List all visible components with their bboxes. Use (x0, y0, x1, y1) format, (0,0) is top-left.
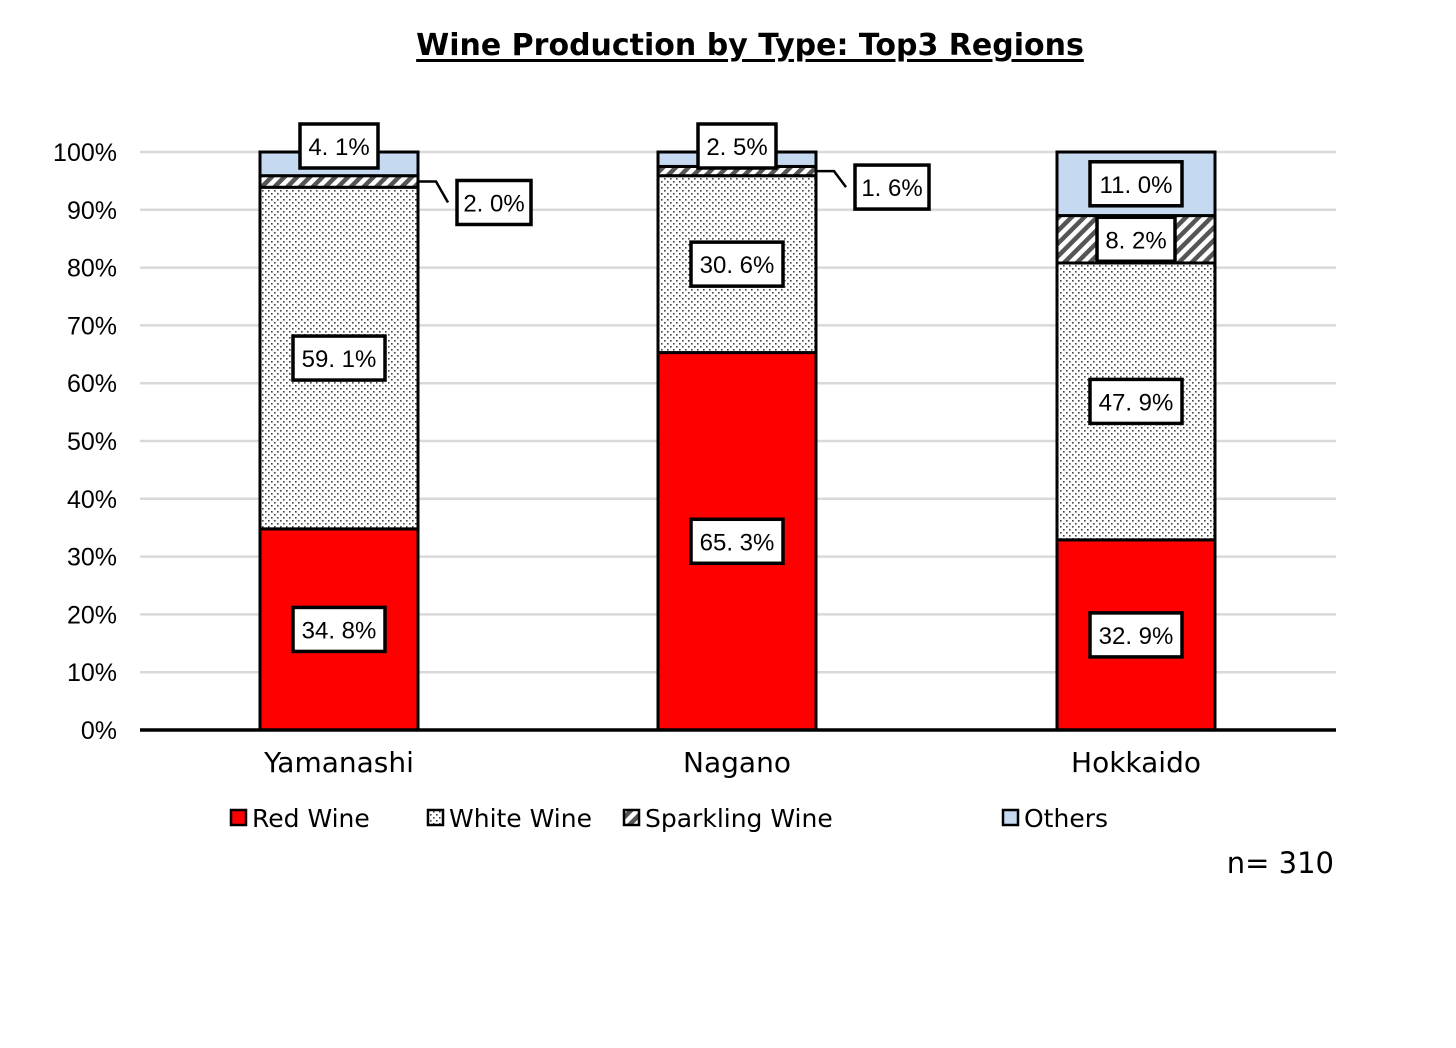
y-tick-label: 40% (67, 486, 117, 514)
y-tick-label: 0% (81, 717, 117, 745)
data-label-box (1088, 377, 1184, 426)
data-label: 47. 9% (1088, 377, 1184, 426)
data-label: 8. 2% (1095, 215, 1177, 264)
legend-item: Red Wine (229, 804, 370, 833)
data-label-box (1088, 160, 1184, 208)
data-label: 32. 9% (1088, 611, 1184, 659)
data-label: 65. 3% (689, 517, 785, 566)
bars (258, 150, 1217, 732)
legend-swatch (229, 808, 248, 827)
data-label-text: 11. 0% (1100, 172, 1173, 199)
legend-item: Others (1001, 804, 1108, 833)
y-tick-label: 80% (67, 255, 117, 283)
data-label-text: 59. 1% (302, 346, 377, 373)
legend-swatch (1001, 808, 1020, 827)
data-label: 11. 0% (1088, 160, 1184, 208)
data-label: 2. 5% (696, 122, 778, 170)
y-tick-label: 10% (67, 659, 117, 687)
data-label-box (696, 122, 778, 170)
data-label-text: 2. 0% (463, 190, 524, 217)
data-label-box (298, 122, 380, 170)
y-tick-label: 50% (67, 428, 117, 456)
legend-item: Sparkling Wine (622, 804, 833, 833)
y-tick-label: 70% (67, 312, 117, 340)
data-label-text: 65. 3% (700, 529, 775, 556)
y-tick-label: 30% (67, 544, 117, 572)
data-label: 59. 1% (291, 334, 387, 382)
data-label: 30. 6% (689, 240, 785, 288)
category-label: Yamanashi (263, 746, 414, 779)
legend-item: White Wine (426, 804, 592, 833)
legend-swatch (426, 808, 445, 827)
data-label: 4. 1% (298, 122, 380, 170)
y-axis: 0% 10% 20% 30% 40% 50% 60% 70% 80% 90% 100% (53, 139, 117, 745)
data-label-text: 47. 9% (1099, 389, 1174, 416)
sample-size-note: n= 310 (1227, 846, 1334, 880)
data-label-text: 1. 6% (861, 175, 922, 202)
y-tick-label: 100% (53, 139, 117, 167)
data-label-box (291, 334, 387, 382)
data-label-box (455, 178, 533, 227)
x-axis: Yamanashi Nagano Hokkaido (140, 728, 1336, 779)
data-label-text: 30. 6% (700, 252, 775, 279)
data-label: 2. 0% (455, 178, 533, 227)
leader-line (816, 169, 847, 188)
data-label-text: 34. 8% (302, 617, 377, 644)
data-label-text: 4. 1% (308, 134, 369, 161)
data-label-box (689, 240, 785, 288)
legend-label: Others (1024, 804, 1108, 833)
y-tick-label: 90% (67, 197, 117, 225)
data-label-text: 2. 5% (706, 134, 767, 161)
data-label-box (689, 517, 785, 566)
data-label: 34. 8% (291, 605, 387, 654)
data-label-text: 32. 9% (1099, 623, 1174, 650)
bar-segment (258, 174, 420, 189)
data-label-box (853, 163, 931, 211)
category-label: Hokkaido (1071, 746, 1201, 779)
legend: Red Wine White Wine Sparkling Wine Others (229, 804, 1108, 833)
data-label-box (291, 605, 387, 654)
data-labels: 34. 8% 59. 1% 2. 0% 4. 1% 65. 3% 30. 6% 1. 6% 2… (291, 122, 1184, 659)
data-label-text: 8. 2% (1105, 227, 1166, 254)
category-label: Nagano (683, 746, 791, 779)
data-label: 1. 6% (853, 163, 931, 211)
chart-title: Wine Production by Type: Top3 Regions (416, 28, 1084, 63)
data-label-box (1088, 611, 1184, 659)
y-tick-label: 60% (67, 370, 117, 398)
y-tick-label: 20% (67, 601, 117, 629)
data-label-box (1095, 215, 1177, 264)
legend-label: Sparkling Wine (645, 804, 833, 833)
leader-line (418, 180, 450, 204)
legend-swatch (622, 808, 641, 827)
legend-label: Red Wine (252, 804, 370, 833)
legend-label: White Wine (449, 804, 592, 833)
